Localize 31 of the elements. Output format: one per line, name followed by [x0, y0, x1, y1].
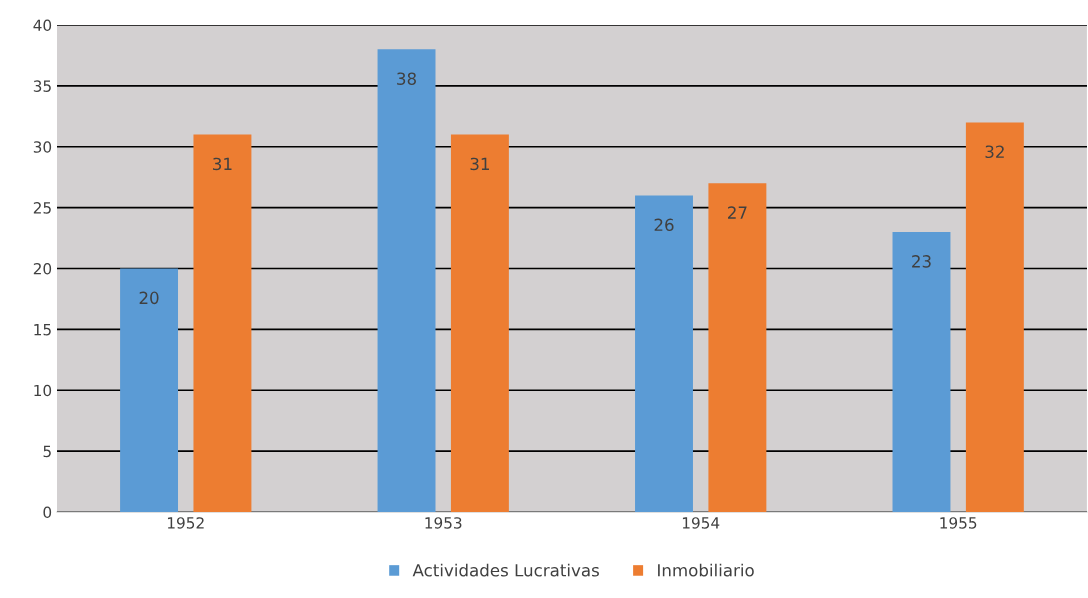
data-label: 38 [397, 72, 416, 86]
y-tick-label: 20 [33, 262, 52, 275]
bar [635, 195, 693, 512]
legend-label: Inmobiliario [658, 563, 754, 577]
bar [377, 49, 436, 512]
x-tick-label: 1952 [167, 517, 204, 529]
y-tick-label: 30 [33, 141, 52, 153]
bar [120, 268, 179, 512]
bar [892, 231, 951, 512]
x-tick-label: 1954 [682, 517, 720, 529]
legend-label: Actividades Lucrativas [412, 563, 599, 577]
y-tick-label: 0 [43, 506, 52, 519]
y-tick-label: 5 [43, 445, 51, 458]
bar [450, 134, 509, 512]
data-label: 23 [912, 255, 931, 268]
x-tick-label: 1955 [940, 517, 977, 529]
y-tick-label: 35 [33, 80, 51, 92]
data-label: 27 [728, 206, 747, 219]
y-tick-label: 15 [34, 324, 51, 336]
bar [708, 183, 767, 512]
data-label: 31 [470, 157, 489, 171]
bar [193, 134, 252, 512]
y-tick-label: 25 [33, 202, 51, 214]
data-label: 32 [985, 145, 1004, 159]
x-tick-label: 1953 [425, 517, 462, 529]
data-label: 26 [654, 218, 674, 232]
bar [965, 122, 1024, 512]
y-tick-label: 40 [33, 19, 52, 32]
data-label: 20 [139, 291, 159, 305]
data-label: 31 [213, 157, 232, 171]
y-tick-label: 10 [34, 384, 52, 397]
